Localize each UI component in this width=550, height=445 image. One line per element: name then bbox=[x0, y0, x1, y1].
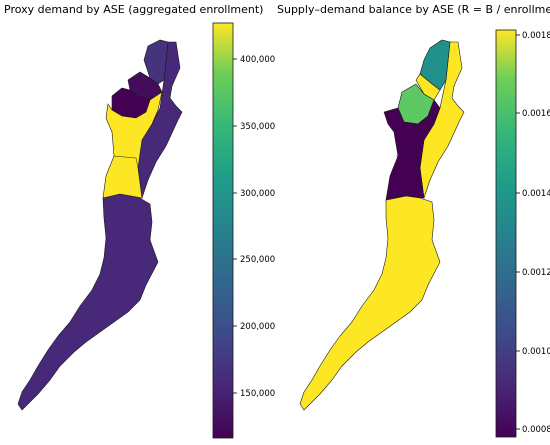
left-map-panel: Proxy demand by ASE (aggregated enrollme… bbox=[4, 3, 275, 439]
right-colorbar-ticks: 0.0018 0.0016 0.0014 0.0012 0.0010 0.000… bbox=[516, 31, 550, 435]
region-west-purple bbox=[383, 99, 441, 201]
right-internal-border bbox=[395, 155, 421, 169]
left-tick-250000: 250,000 bbox=[240, 255, 275, 265]
right-tick-0-0014: 0.0014 bbox=[522, 189, 550, 199]
right-map-title: Supply–demand balance by ASE (R = B / en… bbox=[277, 3, 550, 16]
right-tick-0-0012: 0.0012 bbox=[522, 268, 550, 278]
region-south bbox=[17, 193, 159, 411]
right-tick-0-0018: 0.0018 bbox=[522, 31, 550, 41]
left-tick-400000: 400,000 bbox=[240, 55, 275, 65]
region-rest-yellow bbox=[299, 41, 465, 411]
left-tick-200000: 200,000 bbox=[240, 322, 275, 332]
right-tick-0-0010: 0.0010 bbox=[522, 347, 550, 357]
left-internal-border bbox=[113, 155, 139, 169]
region-north-tip bbox=[143, 39, 169, 85]
right-colorbar bbox=[495, 29, 517, 438]
left-tick-350000: 350,000 bbox=[240, 122, 275, 132]
left-map-title: Proxy demand by ASE (aggregated enrollme… bbox=[4, 3, 263, 16]
left-colorbar bbox=[212, 22, 234, 439]
right-tick-0-0016: 0.0016 bbox=[522, 109, 550, 119]
left-tick-300000: 300,000 bbox=[240, 189, 275, 199]
right-map-panel: Supply–demand balance by ASE (R = B / en… bbox=[277, 3, 550, 438]
left-colorbar-ticks: 400,000 350,000 300,000 250,000 200,000 … bbox=[233, 55, 275, 399]
left-tick-150000: 150,000 bbox=[240, 389, 275, 399]
right-tick-0-0008: 0.0008 bbox=[522, 425, 550, 435]
